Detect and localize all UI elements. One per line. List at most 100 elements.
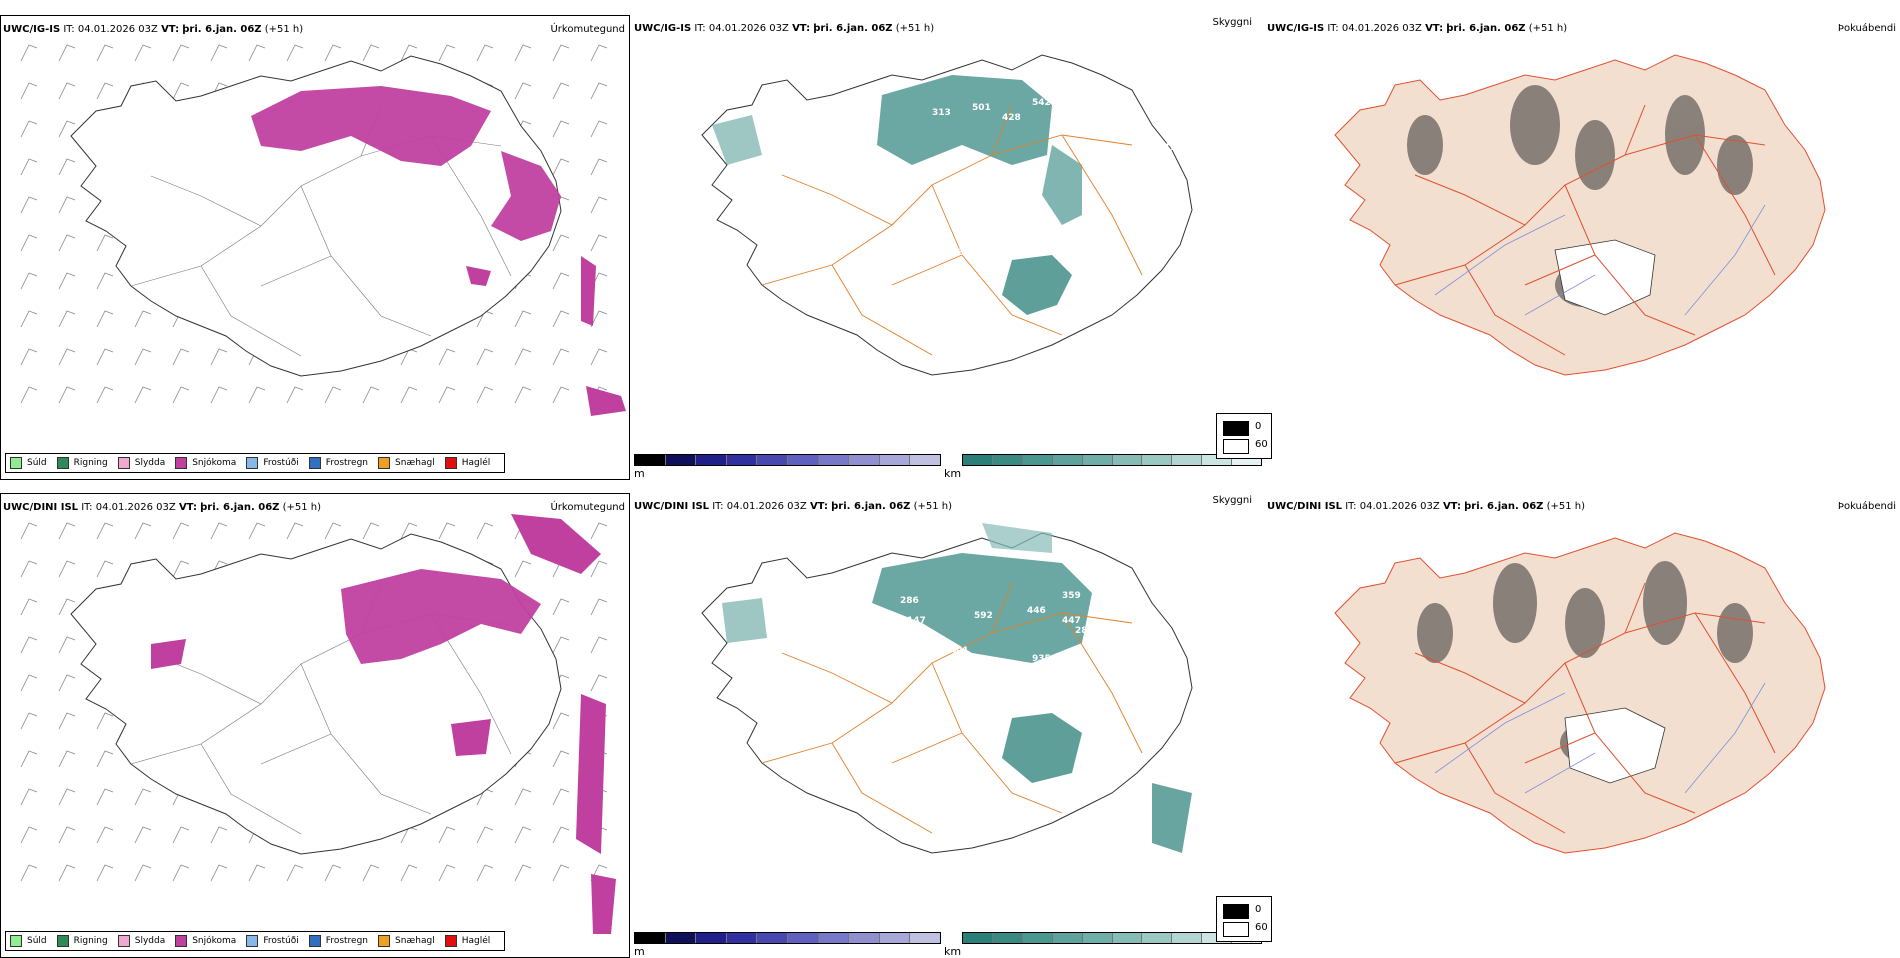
fog-panel-1: UWC/IG-IS IT: 04.01.2026 03Z VT: þri. 6.…: [1265, 15, 1900, 480]
legend-item: Frostregn: [308, 457, 368, 469]
river: [1684, 682, 1766, 794]
colorbar-cell: [726, 933, 758, 943]
wind-barb: [400, 522, 418, 540]
fog-shading: [1417, 561, 1753, 763]
cloud-base-label: 286: [900, 596, 919, 606]
wind-barb: [590, 522, 608, 540]
panel-header: UWC/DINI ISL IT: 04.01.2026 03Z VT: þri.…: [1267, 501, 1586, 512]
road: [1624, 582, 1646, 634]
wind-barb: [20, 598, 38, 616]
wind-barb: [58, 82, 76, 100]
fog-map: [1334, 532, 1826, 854]
wind-barb: [590, 560, 608, 578]
colorbar-cell: [635, 933, 666, 943]
wind-barb: [58, 158, 76, 176]
wind-barb: [590, 310, 608, 328]
colorbar-cell: [665, 933, 697, 943]
wind-barb: [58, 826, 76, 844]
wind-barb: [20, 82, 38, 100]
colorbar-cell: [787, 455, 819, 465]
colorbar-cell: [963, 455, 993, 465]
cloud-base-label: 147: [907, 616, 926, 626]
wind-barb: [96, 788, 114, 806]
colorbar-cell: [1082, 455, 1113, 465]
colorbar-cell: [818, 933, 850, 943]
wind-barb: [20, 310, 38, 328]
cloud-base-colorbar: [634, 932, 941, 944]
wind-barb: [20, 44, 38, 62]
wind-barb: [58, 674, 76, 692]
wind-barb: [20, 272, 38, 290]
colorbar-cell: [665, 455, 697, 465]
legend-item: Frostúði: [246, 457, 299, 469]
road: [1694, 134, 1776, 276]
wind-barb: [210, 826, 228, 844]
wind-barb: [172, 82, 190, 100]
wind-barb: [20, 234, 38, 252]
cloud-base-label: 293: [1144, 621, 1163, 631]
snow-area: [341, 569, 541, 664]
fog-panel-2: UWC/DINI ISL IT: 04.01.2026 03Z VT: þri.…: [1265, 493, 1900, 958]
low-visibility-area: [872, 553, 1092, 663]
wind-barb: [514, 82, 532, 100]
panel-header: UWC/IG-IS IT: 04.01.2026 03Z VT: þri. 6.…: [3, 24, 304, 35]
colorbar-cell: [1022, 933, 1053, 943]
wind-barb: [552, 348, 570, 366]
wind-barb: [58, 272, 76, 290]
wind-barb: [590, 158, 608, 176]
road: [300, 663, 432, 815]
wind-barb: [96, 864, 114, 882]
colorbar-cell: [849, 933, 880, 943]
colorbar-cell: [1052, 455, 1083, 465]
legend-item: Slydda: [117, 935, 165, 947]
colorbar-cell: [696, 933, 727, 943]
road: [781, 652, 893, 704]
wind-barb: [324, 522, 342, 540]
legend-item: Haglél: [444, 457, 490, 469]
road: [260, 733, 332, 765]
river-network: [1434, 204, 1766, 316]
wind-barb: [552, 386, 570, 404]
legend-item: Rigning: [56, 935, 108, 947]
cloud-base-label: 336: [1072, 118, 1091, 128]
wind-barb: [514, 560, 532, 578]
wind-barb: [20, 750, 38, 768]
wind-barb: [514, 348, 532, 366]
wind-barb: [96, 44, 114, 62]
iceland-outline: [1334, 54, 1826, 376]
wind-barb: [20, 560, 38, 578]
cloud-base-label: 501: [972, 103, 991, 113]
road: [260, 255, 332, 287]
snow-area: [491, 151, 561, 241]
cloud-base-label: 592: [974, 611, 993, 621]
wind-barb: [590, 82, 608, 100]
road: [1464, 742, 1566, 834]
snow-area: [581, 256, 596, 326]
colorbar-cell: [787, 933, 819, 943]
iceland-outline: [701, 54, 1193, 376]
road-network: [1394, 582, 1776, 834]
cloud-base-label: 359: [1062, 591, 1081, 601]
wind-barb: [248, 864, 266, 882]
wind-barb: [248, 44, 266, 62]
colorbar-cell: [910, 455, 940, 465]
road: [1524, 732, 1596, 764]
wind-barb: [514, 826, 532, 844]
wind-barb: [552, 234, 570, 252]
colorbar-cell: [1172, 933, 1203, 943]
wind-barb: [172, 522, 190, 540]
wind-barb: [58, 44, 76, 62]
river: [1684, 204, 1766, 316]
panel-title: Þokuábendi: [1837, 23, 1896, 34]
colorbar-cell: [992, 933, 1023, 943]
road: [991, 104, 1013, 156]
legend-item: Snjókoma: [175, 935, 236, 947]
colorbar-cell: [849, 455, 880, 465]
low-visibility-area: [1152, 783, 1192, 853]
wind-barb: [552, 598, 570, 616]
colorbar-cell: [757, 455, 788, 465]
wind-barb: [58, 712, 76, 730]
